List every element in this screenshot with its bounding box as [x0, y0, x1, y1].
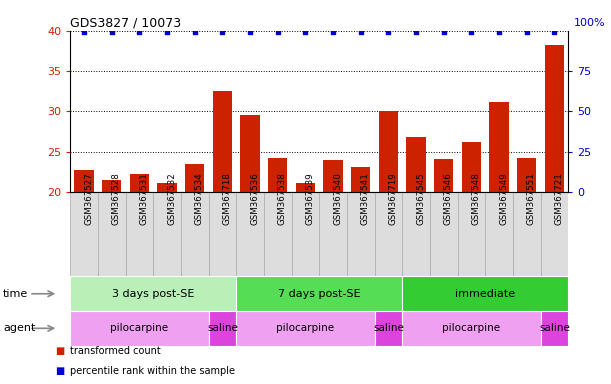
Text: GSM367527: GSM367527: [84, 172, 93, 225]
Text: GSM367539: GSM367539: [306, 172, 315, 225]
Bar: [406, 137, 426, 192]
Bar: [351, 167, 370, 192]
Point: [494, 29, 504, 35]
Bar: [264, 192, 291, 276]
Text: GDS3827 / 10073: GDS3827 / 10073: [70, 17, 181, 30]
Bar: [517, 158, 536, 192]
Text: saline: saline: [373, 323, 404, 333]
Bar: [153, 192, 181, 276]
Bar: [126, 192, 153, 276]
Point: [467, 29, 477, 35]
Point: [162, 29, 172, 35]
Point: [522, 29, 532, 35]
Text: 7 days post-SE: 7 days post-SE: [278, 289, 360, 299]
Text: time: time: [3, 289, 28, 299]
Point: [107, 29, 117, 35]
Point: [218, 29, 227, 35]
Bar: [236, 192, 264, 276]
Bar: [208, 311, 236, 346]
Bar: [236, 276, 402, 311]
Point: [328, 29, 338, 35]
Point: [356, 29, 365, 35]
Text: 100%: 100%: [574, 18, 606, 28]
Text: GSM367531: GSM367531: [139, 172, 148, 225]
Text: GSM367546: GSM367546: [444, 172, 453, 225]
Bar: [513, 192, 541, 276]
Bar: [545, 45, 564, 192]
Point: [384, 29, 393, 35]
Text: GSM367719: GSM367719: [389, 172, 397, 225]
Bar: [402, 276, 568, 311]
Text: pilocarpine: pilocarpine: [276, 323, 334, 333]
Bar: [213, 91, 232, 192]
Text: GSM367721: GSM367721: [554, 172, 563, 225]
Text: immediate: immediate: [455, 289, 515, 299]
Bar: [430, 192, 458, 276]
Bar: [458, 192, 485, 276]
Bar: [347, 192, 375, 276]
Bar: [379, 111, 398, 192]
Bar: [434, 159, 453, 192]
Bar: [75, 170, 93, 192]
Bar: [240, 114, 260, 192]
Text: GSM367534: GSM367534: [195, 172, 203, 225]
Bar: [102, 180, 122, 192]
Bar: [462, 142, 481, 192]
Bar: [70, 276, 236, 311]
Text: agent: agent: [3, 323, 35, 333]
Bar: [158, 183, 177, 192]
Text: GSM367528: GSM367528: [112, 172, 121, 225]
Bar: [70, 311, 208, 346]
Text: saline: saline: [539, 323, 570, 333]
Bar: [402, 311, 541, 346]
Text: GSM367541: GSM367541: [360, 172, 370, 225]
Bar: [208, 192, 236, 276]
Text: GSM367545: GSM367545: [416, 172, 425, 225]
Text: GSM367538: GSM367538: [278, 172, 287, 225]
Bar: [375, 311, 402, 346]
Bar: [185, 164, 205, 192]
Text: percentile rank within the sample: percentile rank within the sample: [70, 366, 235, 376]
Text: GSM367536: GSM367536: [250, 172, 259, 225]
Bar: [375, 192, 402, 276]
Bar: [291, 192, 320, 276]
Point: [190, 29, 200, 35]
Bar: [485, 192, 513, 276]
Bar: [320, 192, 347, 276]
Bar: [130, 174, 149, 192]
Point: [245, 29, 255, 35]
Point: [273, 29, 283, 35]
Point: [549, 29, 559, 35]
Text: ■: ■: [55, 366, 64, 376]
Text: transformed count: transformed count: [70, 346, 161, 356]
Bar: [489, 103, 509, 192]
Text: GSM367718: GSM367718: [222, 172, 232, 225]
Text: saline: saline: [207, 323, 238, 333]
Text: GSM367551: GSM367551: [527, 172, 536, 225]
Point: [79, 29, 89, 35]
Text: GSM367548: GSM367548: [472, 172, 480, 225]
Bar: [236, 311, 375, 346]
Bar: [268, 158, 287, 192]
Text: pilocarpine: pilocarpine: [442, 323, 500, 333]
Bar: [541, 192, 568, 276]
Text: GSM367540: GSM367540: [333, 172, 342, 225]
Point: [301, 29, 310, 35]
Bar: [181, 192, 208, 276]
Text: GSM367532: GSM367532: [167, 172, 176, 225]
Bar: [70, 192, 98, 276]
Text: pilocarpine: pilocarpine: [111, 323, 169, 333]
Text: GSM367549: GSM367549: [499, 172, 508, 225]
Bar: [402, 192, 430, 276]
Text: 3 days post-SE: 3 days post-SE: [112, 289, 194, 299]
Point: [411, 29, 421, 35]
Bar: [323, 160, 343, 192]
Point: [439, 29, 448, 35]
Point: [134, 29, 144, 35]
Bar: [541, 311, 568, 346]
Bar: [98, 192, 126, 276]
Text: ■: ■: [55, 346, 64, 356]
Bar: [296, 183, 315, 192]
